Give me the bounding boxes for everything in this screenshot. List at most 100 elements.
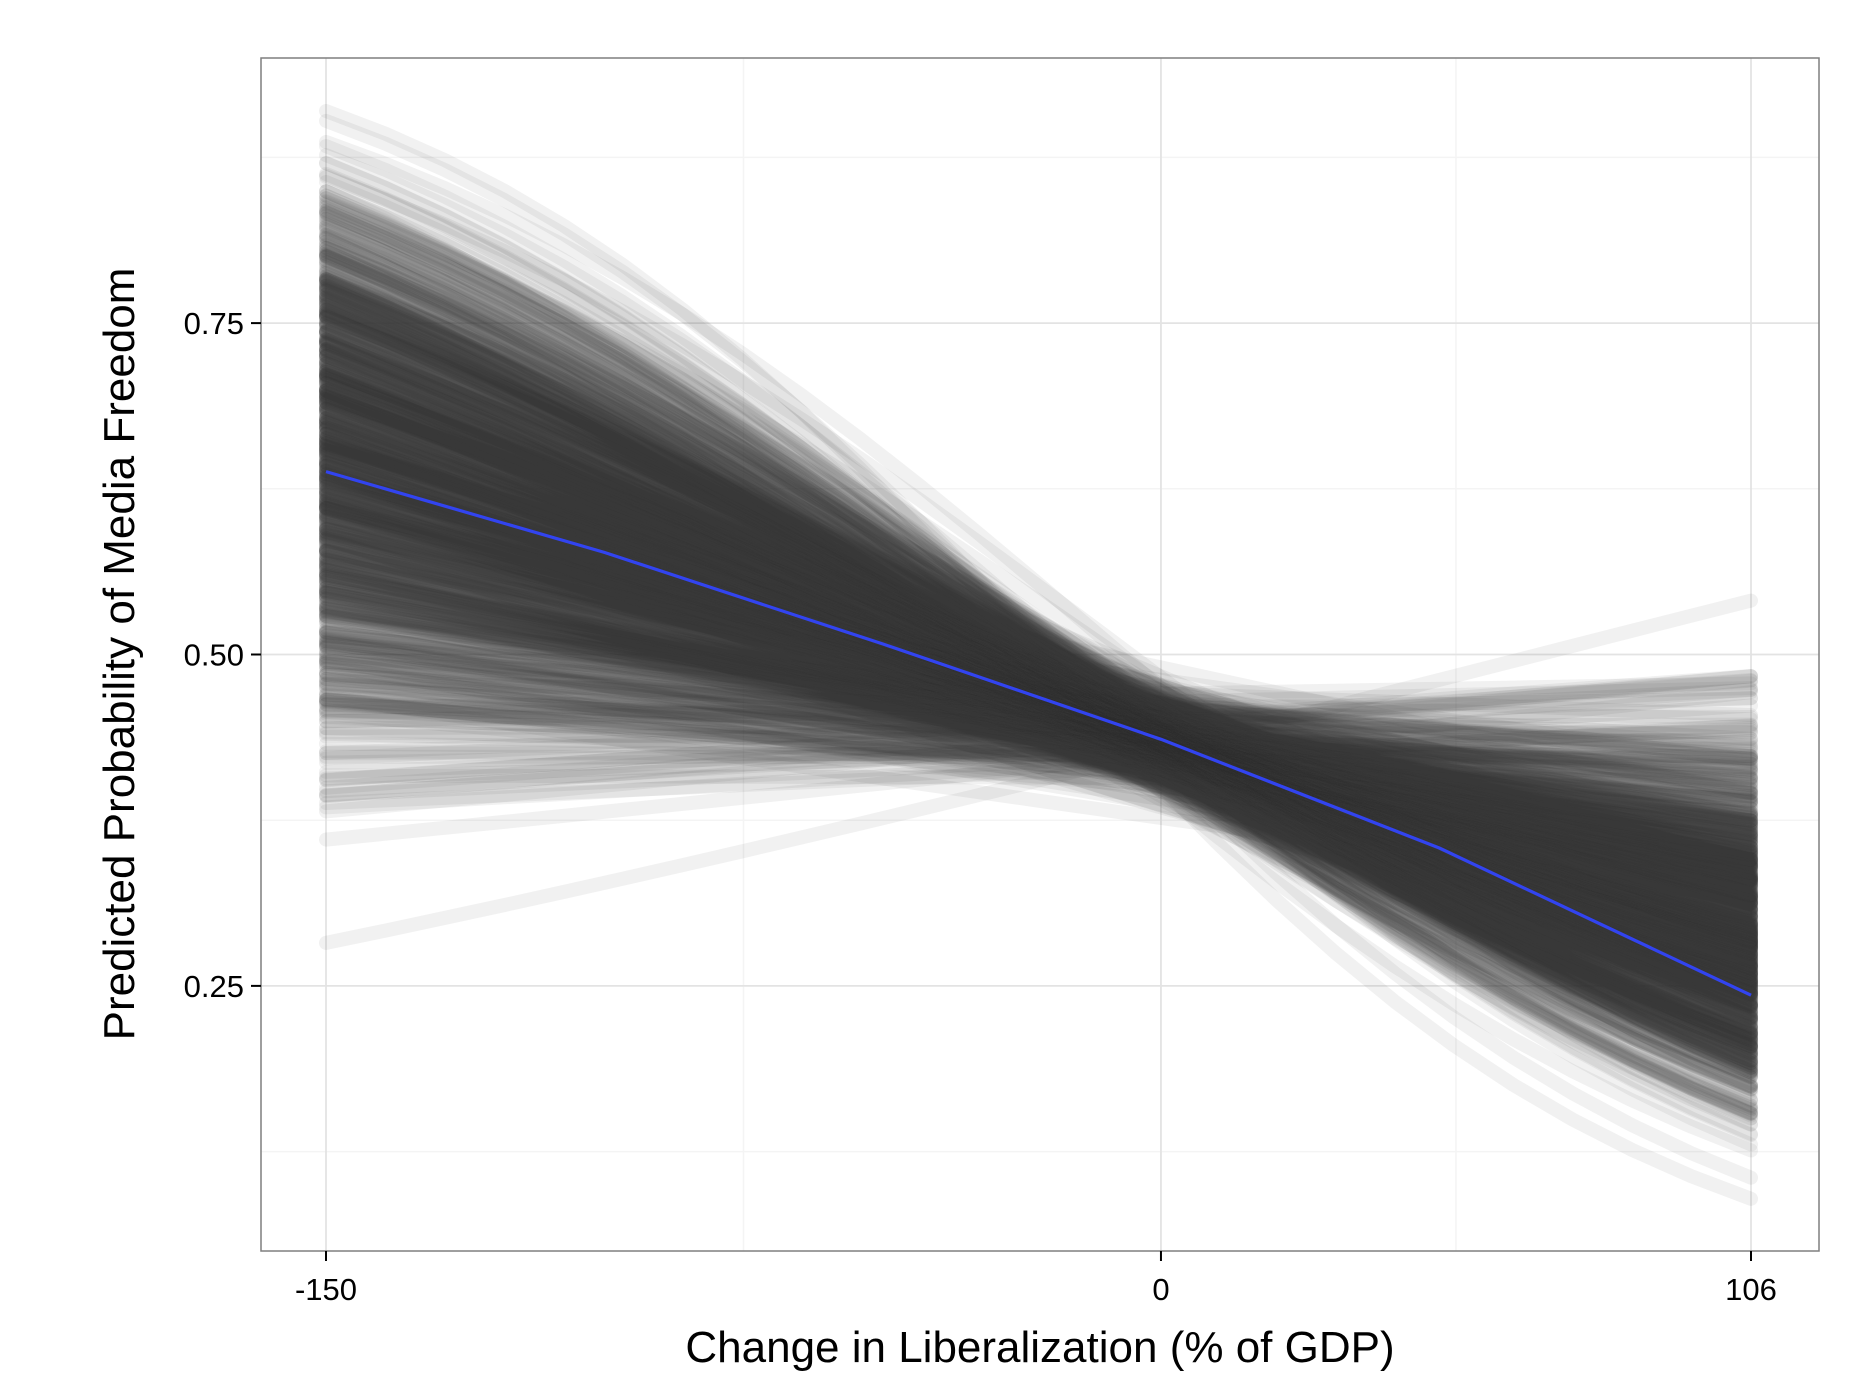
simulation-draw-line	[319, 206, 1758, 1075]
simulation-draw-line	[319, 478, 1758, 917]
simulation-draw-line	[319, 283, 1758, 1075]
simulation-draw-line	[319, 580, 1758, 892]
simulation-draw-line	[319, 338, 1758, 952]
simulation-draw-line	[319, 603, 1758, 841]
simulation-draw-line	[319, 648, 1758, 889]
simulation-draw-line	[319, 550, 1758, 847]
simulation-draw-line	[319, 522, 1758, 910]
simulation-draw-line	[319, 361, 1758, 1053]
simulation-draw-line	[319, 425, 1758, 930]
simulation-draw-line	[319, 438, 1758, 937]
simulation-draw-line	[319, 601, 1758, 850]
simulation-draw-line	[319, 609, 1758, 864]
simulation-draw-line	[319, 639, 1758, 847]
simulation-draw-line	[319, 543, 1758, 886]
simulation-draw-line	[319, 681, 1758, 820]
simulation-draw-line	[319, 407, 1758, 922]
simulation-draw-line	[319, 291, 1758, 1068]
simulation-draw-line	[319, 200, 1758, 1116]
simulation-draw-line	[319, 285, 1758, 1042]
simulation-draw-line	[319, 457, 1758, 921]
simulation-draw-line	[319, 279, 1758, 1094]
simulation-draw-line	[319, 389, 1758, 943]
simulation-draw-line	[319, 559, 1758, 884]
simulation-draw-line	[319, 680, 1758, 777]
simulation-draw-line	[319, 342, 1758, 950]
simulation-draw-line	[319, 488, 1758, 906]
simulation-draw-line	[319, 510, 1758, 871]
simulation-draw-line	[319, 442, 1758, 880]
simulation-draw-line	[319, 532, 1758, 845]
simulation-draw-line	[319, 638, 1758, 838]
simulation-draw-line	[319, 443, 1758, 870]
simulation-draw-line	[319, 497, 1758, 883]
simulation-draw-line	[319, 318, 1758, 1014]
x-axis: -150 0 106	[295, 1251, 1777, 1307]
simulation-draw-line	[319, 281, 1758, 1093]
simulation-draw-line	[319, 277, 1758, 1050]
simulation-draw-line	[319, 238, 1758, 1051]
simulation-draw-line	[319, 498, 1758, 941]
simulation-draw-line	[319, 221, 1758, 1080]
simulation-draw-line	[319, 524, 1758, 891]
simulation-draw-line	[319, 634, 1758, 872]
simulation-draw-line	[319, 334, 1758, 972]
simulation-draw-line	[319, 721, 1758, 787]
simulation-draw-line	[319, 309, 1758, 1011]
simulation-draw-line	[319, 166, 1758, 1126]
simulation-draw-line	[319, 383, 1758, 1002]
simulation-draw-line	[319, 563, 1758, 863]
simulation-draw-line	[319, 499, 1758, 949]
simulation-draw-line	[319, 431, 1758, 939]
simulation-draw-line	[319, 449, 1758, 949]
simulation-draw-line	[319, 275, 1758, 1084]
simulation-draw-line	[319, 703, 1758, 774]
simulation-draw-line	[319, 551, 1758, 883]
simulation-draw-line	[319, 368, 1758, 987]
simulation-draw-line	[319, 405, 1758, 962]
simulation-draw-line	[319, 440, 1758, 948]
simulation-draw-line	[319, 344, 1758, 1007]
simulation-draw-line	[319, 421, 1758, 974]
y-axis: 0.25 0.50 0.75	[184, 306, 261, 1004]
simulation-draw-line	[319, 475, 1758, 953]
simulation-draw-line	[319, 310, 1758, 1027]
simulation-draw-line	[319, 308, 1758, 1085]
simulation-draw-line	[319, 546, 1758, 840]
simulation-draw-line	[319, 307, 1758, 1028]
simulation-draw-line	[319, 303, 1758, 987]
simulation-draw-line	[319, 605, 1758, 799]
simulation-draw-line	[319, 541, 1758, 863]
simulation-draw-line	[319, 364, 1758, 957]
simulation-draw-line	[319, 218, 1758, 1097]
simulation-draw-line	[319, 458, 1758, 915]
simulation-draw-line	[319, 410, 1758, 922]
simulation-draw-line	[319, 508, 1758, 903]
simulation-draw-line	[319, 305, 1758, 1024]
simulation-draw-line	[319, 369, 1758, 995]
simulation-draw-line	[319, 413, 1758, 947]
simulation-draw-line	[319, 284, 1758, 1083]
simulation-draw-line	[319, 395, 1758, 1002]
simulation-draw-line	[319, 559, 1758, 797]
simulation-draw-line	[319, 184, 1758, 1113]
simulation-draw-line	[319, 533, 1758, 910]
simulation-draw-line	[319, 343, 1758, 1010]
simulation-draw-line	[319, 676, 1758, 808]
simulation-draw-line	[319, 562, 1758, 883]
simulation-draw-line	[319, 417, 1758, 952]
simulation-draw-line	[319, 420, 1758, 1015]
simulation-draw-line	[319, 361, 1758, 1016]
simulation-draw-line	[319, 323, 1758, 1003]
simulation-draw-line	[319, 290, 1758, 1062]
simulation-draw-line	[319, 461, 1758, 956]
simulation-draw-line	[319, 416, 1758, 918]
simulation-draw-line	[319, 536, 1758, 911]
simulation-draw-line	[319, 588, 1758, 851]
simulation-draw-line	[319, 522, 1758, 854]
simulation-draw-line	[319, 392, 1758, 963]
simulation-draw-line	[319, 537, 1758, 844]
simulation-draw-line	[319, 628, 1758, 762]
simulation-draw-line	[319, 269, 1758, 1015]
simulation-draw-line	[319, 273, 1758, 1070]
